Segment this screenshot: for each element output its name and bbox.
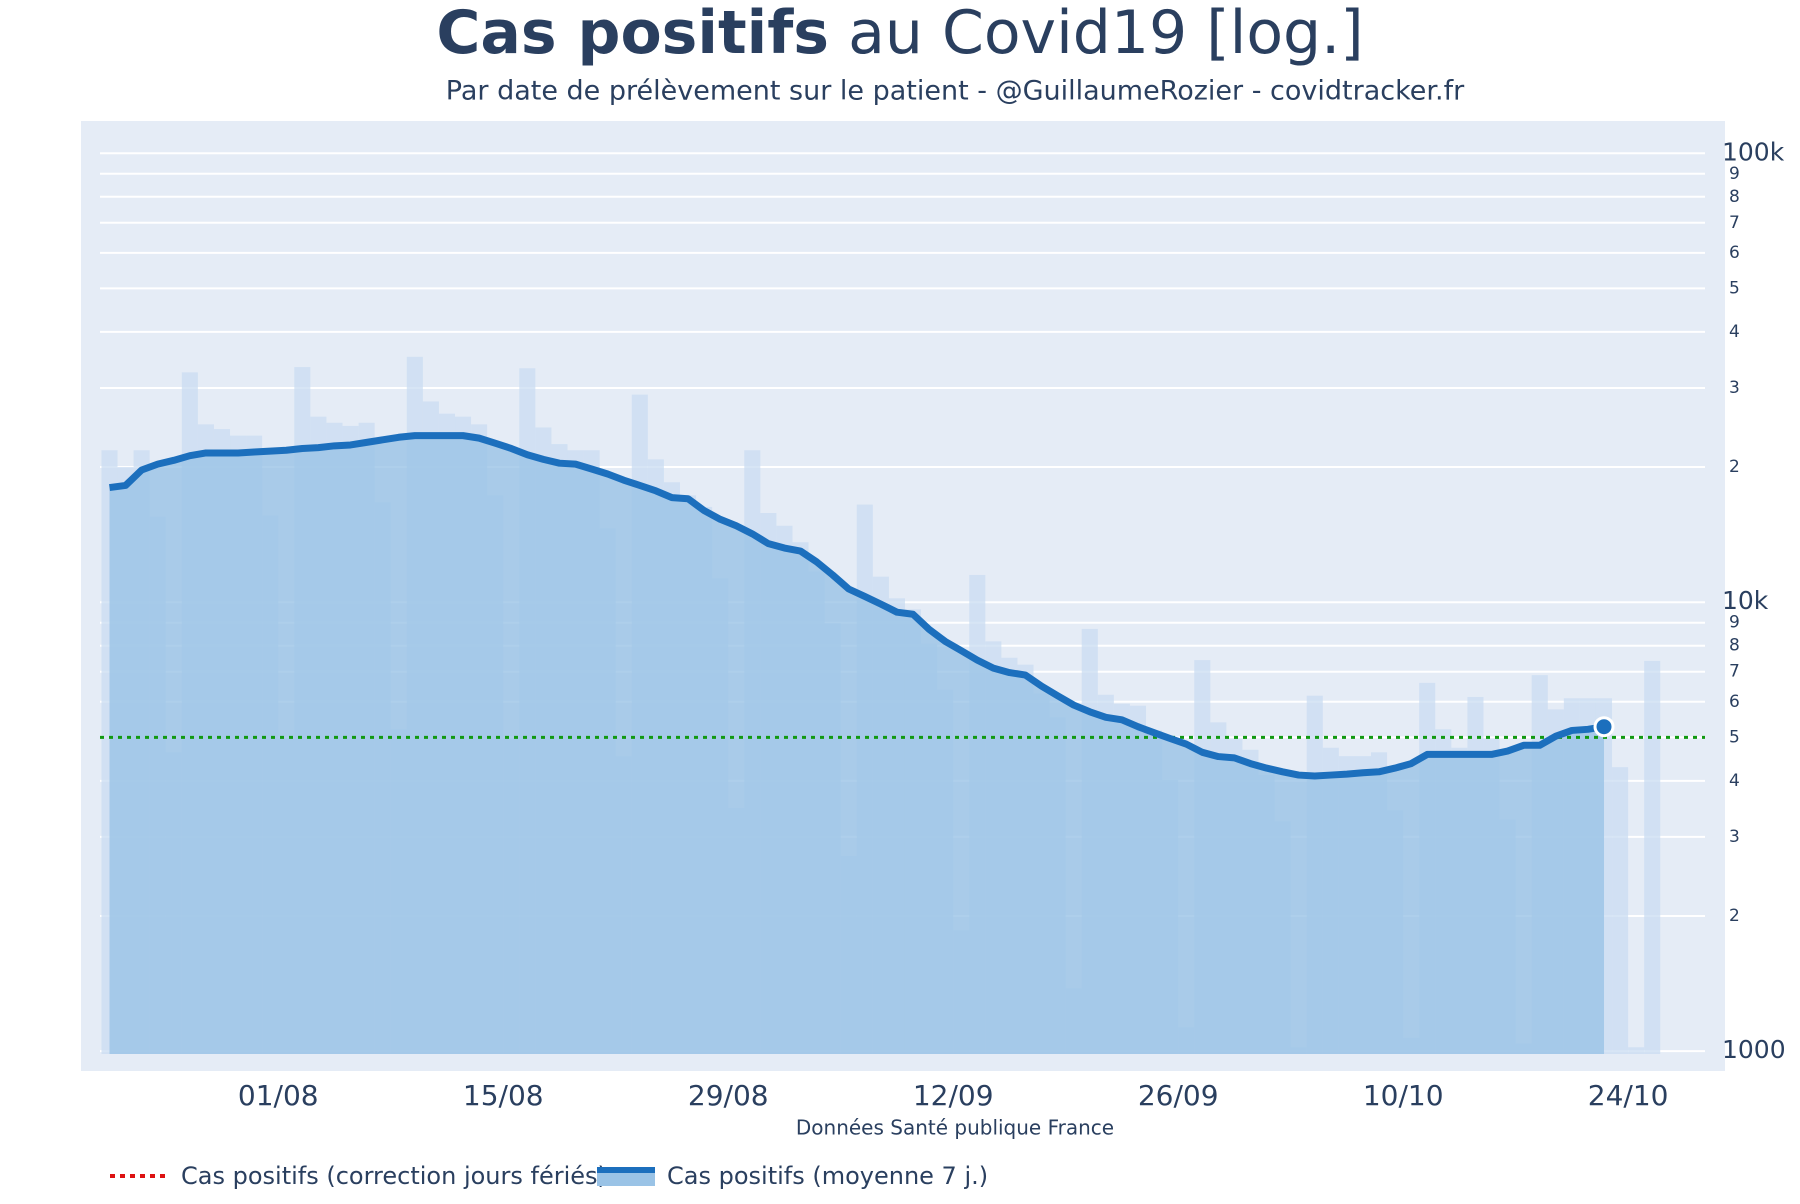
x-tick-label: 24/10 (1588, 1079, 1669, 1112)
legend-label: Cas positifs (correction jours fériés) (181, 1162, 607, 1190)
last-point (1593, 716, 1615, 738)
y-tick-label: 100k (1722, 137, 1785, 166)
y-tick-label: 6 (1729, 243, 1740, 263)
x-tick-label: 15/08 (463, 1079, 544, 1112)
chart-title: Cas positifs au Covid19 [log.] (436, 0, 1363, 68)
y-tick-label: 9 (1729, 164, 1740, 184)
x-tick-label: 10/10 (1363, 1079, 1444, 1112)
x-tick-label: 29/08 (688, 1079, 769, 1112)
y-tick-label: 8 (1729, 187, 1740, 207)
x-tick-label: 12/09 (913, 1079, 994, 1112)
y-tick-label: 5 (1729, 278, 1740, 298)
x-tick-label: 01/08 (238, 1079, 319, 1112)
average-line (109, 432, 1605, 780)
y-tick-label: 1000 (1722, 1035, 1786, 1064)
y-tick-label: 2 (1729, 457, 1740, 477)
y-tick-label: 3 (1729, 378, 1740, 398)
bar (1628, 1047, 1645, 1054)
y-tick-label: 7 (1729, 213, 1740, 233)
title-rest: au Covid19 [log.] (829, 0, 1364, 68)
legend-label: Cas positifs (moyenne 7 j.) (667, 1162, 988, 1190)
y-tick-label: 7 (1729, 662, 1740, 682)
average-area (109, 435, 1605, 1054)
y-tick-label: 4 (1729, 322, 1740, 342)
bar (1612, 767, 1629, 1054)
y-tick-label: 4 (1729, 771, 1740, 791)
y-tick-label: 6 (1729, 692, 1740, 712)
chart-subtitle: Par date de prélèvement sur le patient -… (446, 76, 1465, 107)
title-bold: Cas positifs (436, 0, 829, 68)
x-axis-label: Données Santé publique France (796, 1116, 1114, 1140)
y-tick-label: 5 (1729, 727, 1740, 747)
y-tick-label: 3 (1729, 827, 1740, 847)
y-tick-label: 9 (1729, 613, 1740, 633)
y-tick-label: 8 (1729, 636, 1740, 656)
x-tick-label: 26/09 (1138, 1079, 1219, 1112)
y-tick-label: 2 (1729, 906, 1740, 926)
y-tick-label: 10k (1722, 586, 1769, 615)
bar (1644, 660, 1661, 1054)
